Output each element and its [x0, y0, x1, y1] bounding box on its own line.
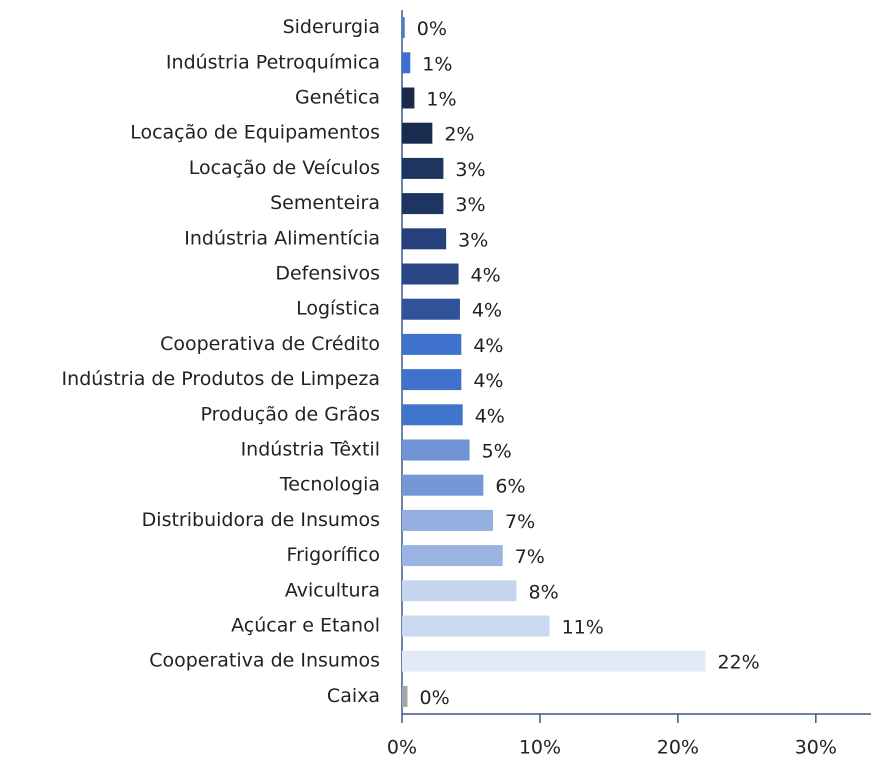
- bar: [402, 52, 411, 74]
- value-label: 7%: [515, 546, 545, 568]
- value-label: 3%: [455, 159, 485, 181]
- category-label: Indústria Alimentícia: [184, 227, 380, 249]
- bar: [402, 333, 462, 355]
- category-label: Locação de Veículos: [189, 157, 380, 179]
- category-label: Cooperativa de Insumos: [149, 650, 380, 672]
- category-label: Tecnologia: [279, 474, 380, 496]
- value-label: 1%: [422, 53, 452, 75]
- value-label: 3%: [455, 194, 485, 216]
- category-label: Avicultura: [285, 579, 380, 601]
- category-label: Indústria Têxtil: [241, 439, 380, 461]
- x-tick-label: 0%: [387, 737, 417, 758]
- x-tick-label: 10%: [519, 737, 561, 758]
- category-label: Sementeira: [270, 192, 380, 214]
- value-label: 0%: [417, 18, 447, 40]
- category-label: Locação de Equipamentos: [130, 122, 380, 144]
- bar: [402, 122, 433, 144]
- value-label: 4%: [473, 335, 503, 357]
- category-label: Genética: [295, 87, 380, 109]
- category-label: Caixa: [327, 685, 380, 707]
- bar: [402, 545, 503, 567]
- value-label: 4%: [472, 300, 502, 322]
- bar: [402, 157, 444, 179]
- category-label: Produção de Grãos: [201, 403, 381, 425]
- category-label: Frigorífico: [287, 544, 380, 566]
- bar: [402, 404, 463, 426]
- category-label: Logística: [296, 298, 380, 320]
- value-label: 4%: [471, 265, 501, 287]
- category-label: Distribuidora de Insumos: [142, 509, 380, 531]
- bar: [402, 439, 470, 461]
- category-label: Cooperativa de Crédito: [160, 333, 380, 355]
- bar: [402, 685, 408, 707]
- bar: [402, 263, 459, 285]
- bar: [402, 298, 460, 320]
- bar: [402, 369, 462, 391]
- value-label: 3%: [458, 229, 488, 251]
- bar: [402, 17, 405, 39]
- bar: [402, 193, 444, 215]
- bar: [402, 87, 415, 109]
- bar: [402, 615, 550, 637]
- bar: [402, 509, 494, 531]
- value-label: 8%: [528, 581, 558, 603]
- value-label: 7%: [505, 511, 535, 533]
- bar: [402, 580, 517, 602]
- value-label: 11%: [562, 617, 604, 639]
- bar: [402, 228, 447, 250]
- x-tick-label: 30%: [795, 737, 837, 758]
- bar: [402, 474, 484, 496]
- category-label: Siderurgia: [283, 16, 380, 38]
- x-tick-label: 20%: [657, 737, 699, 758]
- value-label: 2%: [444, 124, 474, 146]
- value-label: 5%: [482, 441, 512, 463]
- value-label: 6%: [495, 476, 525, 498]
- value-label: 1%: [426, 89, 456, 111]
- value-label: 4%: [473, 370, 503, 392]
- value-label: 0%: [420, 687, 450, 709]
- value-label: 22%: [717, 652, 759, 674]
- category-label: Defensivos: [275, 263, 380, 285]
- category-label: Indústria Petroquímica: [166, 51, 380, 73]
- category-label: Indústria de Produtos de Limpeza: [62, 368, 380, 390]
- bar: [402, 650, 706, 672]
- value-label: 4%: [475, 405, 505, 427]
- category-label: Açúcar e Etanol: [231, 615, 380, 637]
